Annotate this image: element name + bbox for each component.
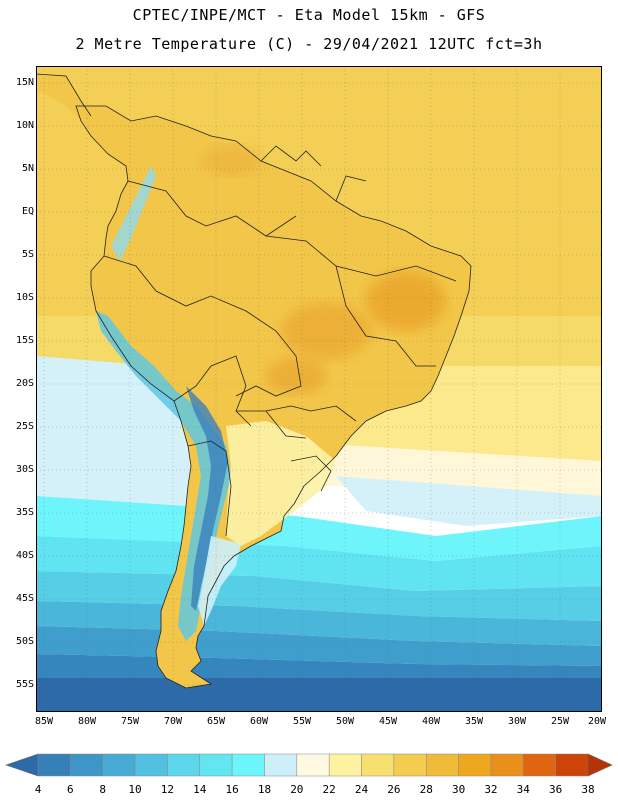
colorbar-swatch xyxy=(490,753,524,777)
colorbar-swatch xyxy=(102,753,136,777)
ocean-band-6 xyxy=(36,678,602,712)
colorbar-tick-label: 20 xyxy=(290,783,304,796)
lat-label: 10N xyxy=(15,120,34,131)
lat-label: 20S xyxy=(15,378,34,389)
lat-label: 50S xyxy=(15,636,34,647)
ocean-band-18 xyxy=(36,496,602,561)
colorbar-tick-label: 24 xyxy=(354,783,369,796)
colorbar-tick-label: 4 xyxy=(34,783,42,796)
colorbar-tick-label: 32 xyxy=(484,783,498,796)
lon-label: 20W xyxy=(587,716,607,727)
temperature-map xyxy=(36,66,602,712)
colorbar-swatch xyxy=(264,753,298,777)
lon-label: 85W xyxy=(34,716,54,727)
lat-label: 30S xyxy=(15,464,34,475)
colorbar-swatch xyxy=(70,753,103,777)
colorbar-left-arrow xyxy=(5,753,39,777)
map-title: CPTEC/INPE/MCT - Eta Model 15km - GFS xyxy=(132,6,486,24)
colorbar-swatch xyxy=(328,753,362,777)
colorbar-tick-label: 38 xyxy=(581,783,595,796)
colorbar-swatch xyxy=(458,753,492,777)
lon-label: 40W xyxy=(421,716,441,727)
colorbar-tick-label: 16 xyxy=(225,783,239,796)
lon-label: 70W xyxy=(163,716,183,727)
lat-label: 15N xyxy=(15,77,34,88)
lon-label: 65W xyxy=(206,716,226,727)
colorbar-swatch xyxy=(296,753,330,777)
map-border xyxy=(36,66,602,712)
colorbar-tick-label: 8 xyxy=(99,783,107,796)
colorbar-tick-label: 6 xyxy=(67,783,74,796)
hotspot-northeast xyxy=(366,271,446,331)
colorbar-tick-label: 30 xyxy=(451,783,466,796)
lat-label: 5S xyxy=(21,249,34,260)
southern-cone-mild xyxy=(226,421,336,546)
colorbar-swatch xyxy=(555,753,589,777)
lon-label: 80W xyxy=(77,716,97,727)
colorbar-swatch xyxy=(393,753,427,777)
colorbar-swatch xyxy=(523,753,556,777)
lat-label: 40S xyxy=(15,550,34,561)
lat-label: 25S xyxy=(15,421,34,432)
country-borders xyxy=(36,73,472,689)
colorbar-tick-label: 28 xyxy=(419,783,433,796)
lat-label: 5N xyxy=(21,163,34,174)
ocean-band-20 xyxy=(36,356,196,536)
hotspot-north xyxy=(201,146,261,176)
colorbar-tick-label: 22 xyxy=(322,783,336,796)
colorbar-tick-label: 36 xyxy=(549,783,563,796)
map-svg xyxy=(36,66,602,712)
patagonia-cool xyxy=(198,536,241,626)
colorbar-tick-label: 26 xyxy=(387,783,401,796)
lon-label: 25W xyxy=(550,716,570,727)
hotspot-central xyxy=(281,303,371,359)
lon-label: 60W xyxy=(249,716,269,727)
colorbar-swatch xyxy=(37,753,71,777)
lon-label: 30W xyxy=(507,716,527,727)
colorbar-tick-label: 12 xyxy=(160,783,175,796)
lon-label: 50W xyxy=(335,716,355,727)
lat-label: EQ xyxy=(21,206,34,217)
northern-andes xyxy=(111,166,156,261)
south-america-land xyxy=(76,106,471,688)
colorbar-swatch xyxy=(167,753,201,777)
lat-label: 10S xyxy=(15,292,34,303)
colorbar-swatch xyxy=(231,753,265,777)
ocean-band-20-east xyxy=(336,476,602,526)
lat-label: 55S xyxy=(15,679,34,690)
colorbar-swatch xyxy=(361,753,395,777)
colorbar-tick-label: 18 xyxy=(257,783,272,796)
colorbar-right-arrow xyxy=(587,753,613,777)
lon-label: 55W xyxy=(292,716,312,727)
lon-label: 45W xyxy=(378,716,398,727)
colorbar-tick-label: 34 xyxy=(516,783,530,796)
colorbar-tick-label: 14 xyxy=(193,783,207,796)
colorbar-tick-label: 10 xyxy=(128,783,142,796)
colorbar-swatch xyxy=(425,753,459,777)
colorbar xyxy=(5,753,613,777)
lat-label: 45S xyxy=(15,593,34,604)
central-america-land xyxy=(36,74,91,124)
colorbar-swatch xyxy=(199,753,233,777)
andes-core xyxy=(186,386,228,611)
lat-label: 15S xyxy=(15,335,34,346)
lon-label: 35W xyxy=(464,716,484,727)
map-subtitle: 2 Metre Temperature (C) - 29/04/2021 12U… xyxy=(75,35,543,53)
colorbar-swatch xyxy=(134,753,168,777)
lat-label: 35S xyxy=(15,507,34,518)
lon-label: 75W xyxy=(120,716,140,727)
hotspot-south-central xyxy=(266,358,326,394)
ocean-band-16 xyxy=(36,536,602,591)
